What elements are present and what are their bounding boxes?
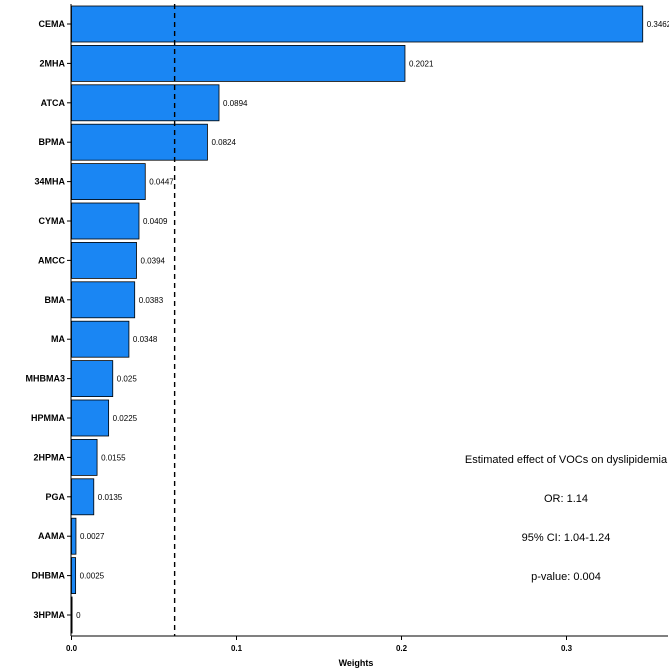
bar-pga — [71, 478, 95, 516]
bar-2hpma — [71, 438, 98, 476]
category-label-bma: BMA — [45, 295, 66, 305]
bar-cyma — [71, 202, 140, 240]
value-label-cema: 0.3462 — [647, 20, 669, 29]
bar-cema — [71, 5, 644, 43]
value-label-pga: 0.0135 — [98, 493, 123, 502]
category-label-mhbma3: MHBMA3 — [26, 374, 66, 384]
value-label-3hpma: 0 — [76, 611, 81, 620]
bar-bma — [71, 281, 136, 319]
annotation-ci: 95% CI: 1.04-1.24 — [522, 532, 611, 544]
value-label-aama: 0.0027 — [80, 532, 105, 541]
x-tick-label: 0.1 — [231, 644, 243, 653]
bar-3hpma — [71, 596, 73, 634]
bar-mhbma3 — [71, 360, 114, 398]
category-label-bpma: BPMA — [39, 137, 66, 147]
bar-2mha — [71, 45, 406, 82]
value-label-hpmma: 0.0225 — [113, 414, 138, 423]
bar-hpmma — [71, 399, 110, 437]
x-tick-label: 0.0 — [66, 644, 78, 653]
value-label-ma: 0.0348 — [133, 335, 158, 344]
category-label-pga: PGA — [45, 492, 65, 502]
bar-34mha — [71, 163, 146, 201]
category-label-2mha: 2MHA — [39, 58, 65, 68]
category-label-cyma: CYMA — [39, 216, 66, 226]
value-label-dhbma: 0.0025 — [80, 572, 105, 581]
value-label-amcc: 0.0394 — [141, 256, 166, 265]
value-label-bpma: 0.0824 — [211, 138, 236, 147]
annotation-title: Estimated effect of VOCs on dyslipidemia — [465, 454, 668, 466]
category-label-amcc: AMCC — [38, 255, 65, 265]
value-label-34mha: 0.0447 — [149, 178, 174, 187]
annotation-or: OR: 1.14 — [544, 493, 588, 505]
category-label-3hpma: 3HPMA — [33, 610, 65, 620]
bar-bpma — [71, 123, 208, 161]
bars-layer: 0.3462 0.2021 0.0894 0.0824 0.0447 0.0409 0.03… — [71, 5, 669, 634]
value-label-2mha: 0.2021 — [409, 59, 434, 68]
value-label-atca: 0.0894 — [223, 99, 248, 108]
value-label-mhbma3: 0.025 — [117, 375, 138, 384]
value-label-bma: 0.0383 — [139, 296, 164, 305]
x-tick-label: 0.2 — [396, 644, 408, 653]
category-label-atca: ATCA — [41, 98, 66, 108]
bar-atca — [71, 84, 220, 122]
x-tick-label: 0.3 — [561, 644, 573, 653]
annotation-block: Estimated effect of VOCs on dyslipidemia… — [465, 454, 668, 583]
axes-layer: CEMA 2MHA ATCA BPMA 34MHA CYMA AMCC BMA MA MHBMA3… — [26, 4, 668, 653]
category-label-aama: AAMA — [38, 531, 65, 541]
category-label-cema: CEMA — [39, 19, 66, 29]
bar-amcc — [71, 241, 137, 279]
category-label-ma: MA — [51, 334, 65, 344]
value-label-2hpma: 0.0155 — [101, 453, 126, 462]
category-label-dhbma: DHBMA — [32, 571, 66, 581]
bar-aama — [71, 517, 77, 555]
x-axis-title: Weights — [339, 658, 374, 668]
bar-dhbma — [71, 557, 77, 594]
bar-ma — [71, 320, 130, 358]
category-label-2hpma: 2HPMA — [33, 452, 65, 462]
annotation-pvalue: p-value: 0.004 — [531, 571, 601, 583]
value-label-cyma: 0.0409 — [143, 217, 168, 226]
category-label-34mha: 34MHA — [34, 177, 65, 187]
category-label-hpmma: HPMMA — [31, 413, 65, 423]
